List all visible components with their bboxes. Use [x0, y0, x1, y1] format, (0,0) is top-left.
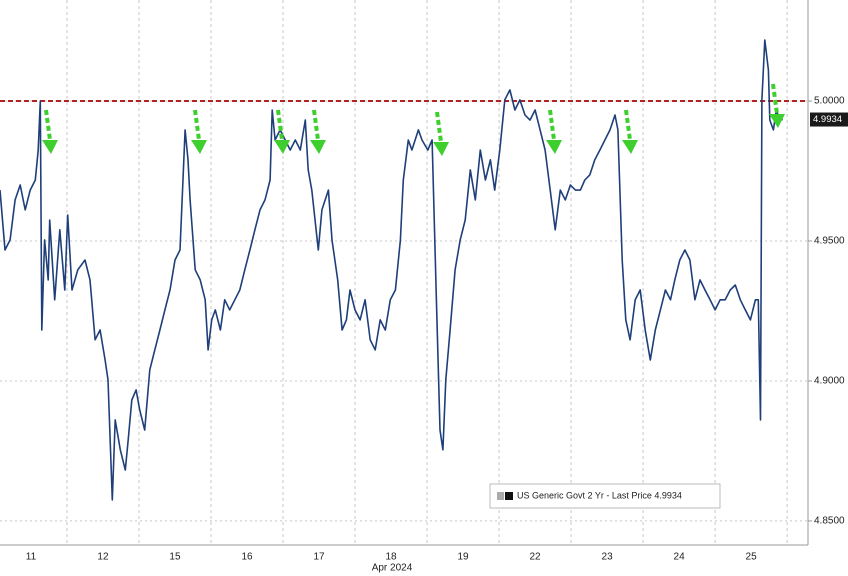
arrow — [620, 108, 640, 156]
last-value-label: 4.9934 — [813, 114, 842, 125]
arrow — [767, 82, 787, 130]
y-tick-label: 4.8500 — [814, 516, 845, 527]
legend-box — [489, 483, 721, 509]
y-tick-label: 4.9500 — [814, 236, 845, 247]
grid — [0, 0, 808, 545]
legend-label: US Generic Govt 2 Yr - Last Price 4.9934 — [517, 490, 682, 500]
legend: US Generic Govt 2 Yr - Last Price 4.9934 — [489, 483, 721, 509]
plot-area — [0, 39, 808, 501]
legend-swatch — [505, 492, 513, 500]
legend-swatch — [497, 492, 504, 500]
x-tick-label: 18 — [385, 552, 397, 563]
arrow — [40, 108, 60, 156]
arrow — [308, 108, 328, 156]
x-tick-label: 19 — [457, 552, 469, 563]
arrow — [189, 108, 209, 156]
x-tick-label: 11 — [26, 552, 37, 563]
y-tick-label: 4.9000 — [814, 376, 845, 387]
x-tick-label: 16 — [241, 552, 253, 563]
arrow — [544, 108, 564, 156]
x-axis-label: Apr 2024 — [372, 563, 413, 574]
arrow — [431, 110, 451, 158]
x-tick-label: 12 — [97, 552, 109, 563]
last-value-box — [810, 112, 848, 127]
x-tick-label: 24 — [674, 552, 686, 563]
y-tick-label: 5.0000 — [814, 96, 845, 107]
x-tick-label: 15 — [169, 552, 181, 563]
x-tick-label: 23 — [602, 552, 614, 563]
x-tick-label: 22 — [530, 552, 542, 563]
x-tick-label: 25 — [746, 552, 758, 563]
series-line — [0, 39, 783, 501]
x-tick-label: 17 — [313, 552, 325, 563]
